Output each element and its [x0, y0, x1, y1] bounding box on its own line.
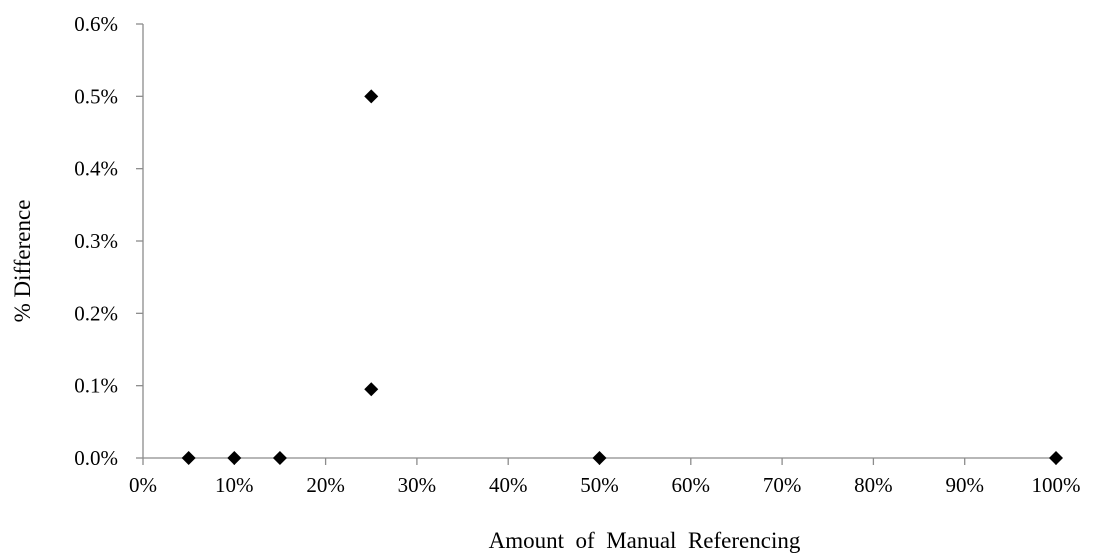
data-point	[364, 382, 379, 397]
data-point	[364, 89, 379, 104]
data-point	[227, 451, 242, 465]
y-tick-label: 0.4%	[74, 157, 118, 181]
data-point	[181, 451, 196, 465]
y-tick-label: 0.1%	[74, 374, 118, 398]
x-tick-label: 10%	[215, 473, 254, 497]
y-tick-label: 0.0%	[74, 446, 118, 470]
y-axis-title: % Difference	[10, 200, 35, 323]
x-tick-label: 60%	[672, 473, 711, 497]
x-tick-label: 80%	[854, 473, 893, 497]
x-tick-label: 30%	[398, 473, 437, 497]
x-tick-label: 70%	[763, 473, 802, 497]
x-tick-label: 100%	[1032, 473, 1081, 497]
y-tick-label: 0.5%	[74, 84, 118, 108]
x-tick-label: 20%	[306, 473, 345, 497]
x-tick-label: 50%	[580, 473, 619, 497]
y-tick-label: 0.3%	[74, 229, 118, 253]
y-tick-label: 0.2%	[74, 301, 118, 325]
x-axis-title: Amount of Manual Referencing	[489, 528, 801, 553]
x-tick-label: 0%	[129, 473, 157, 497]
x-tick-label: 40%	[489, 473, 528, 497]
data-points	[181, 89, 1063, 465]
y-tick-label: 0.6%	[74, 12, 118, 36]
data-point	[272, 451, 287, 465]
data-point	[1049, 451, 1063, 465]
data-point	[592, 451, 607, 465]
axes	[142, 24, 1056, 459]
x-tick-label: 90%	[945, 473, 984, 497]
y-axis-ticks: 0.0% 0.1% 0.2% 0.3% 0.4% 0.5% 0.6%	[74, 12, 143, 470]
x-axis-ticks: 0% 10% 20% 30% 40% 50% 60% 70% 80% 90% 100%	[129, 458, 1081, 497]
